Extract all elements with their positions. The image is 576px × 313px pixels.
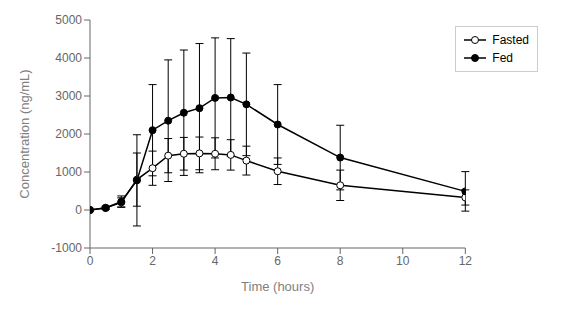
- svg-text:2: 2: [149, 254, 156, 268]
- svg-text:4: 4: [212, 254, 219, 268]
- svg-text:10: 10: [396, 254, 410, 268]
- svg-text:0: 0: [75, 203, 82, 217]
- svg-text:Time (hours): Time (hours): [241, 279, 314, 294]
- svg-text:1000: 1000: [55, 165, 82, 179]
- svg-text:-1000: -1000: [51, 241, 82, 255]
- svg-text:5000: 5000: [55, 13, 82, 27]
- svg-text:4000: 4000: [55, 51, 82, 65]
- html-text:Fasted: Fasted: [492, 33, 529, 47]
- svg-text:3000: 3000: [55, 89, 82, 103]
- svg-text:8: 8: [337, 254, 344, 268]
- svg-text:6: 6: [274, 254, 281, 268]
- svg-text:0: 0: [87, 254, 94, 268]
- svg-text:2000: 2000: [55, 127, 82, 141]
- svg-text:Concentration (ng/mL): Concentration (ng/mL): [17, 69, 32, 198]
- svg-text:12: 12: [459, 254, 473, 268]
- html-text:Fed: Fed: [492, 51, 513, 65]
